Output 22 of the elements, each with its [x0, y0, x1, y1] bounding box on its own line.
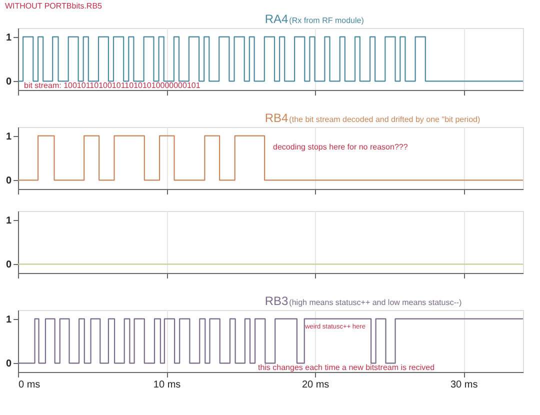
- chart-subtitle: (Rx from RF module): [289, 16, 364, 25]
- x-tick-label: 0 ms: [18, 380, 40, 390]
- y-tick-label: 0: [6, 358, 12, 370]
- x-tick-label: 10 ms: [153, 380, 181, 390]
- annotation: bit stream: 1001011010010110101010000000101: [24, 81, 201, 90]
- y-tick-label: 0: [6, 260, 12, 271]
- y-tick-label: 1: [6, 215, 12, 226]
- y-tick-label: 0: [6, 76, 12, 88]
- text: WITHOUT PORTBbits.RB5: [4, 2, 103, 10]
- x-tick-label: 20 ms: [302, 380, 330, 390]
- chart-subtitle: (the bit stream decoded and drifted by one "bit period): [289, 115, 480, 124]
- y-tick-label: 0: [6, 176, 12, 187]
- y-tick-label: 1: [6, 314, 12, 326]
- chart-title: RB4: [264, 111, 288, 125]
- chart-title: RA4: [264, 12, 288, 26]
- y-tick-label: 1: [6, 131, 12, 142]
- chart-title: RB3: [264, 294, 288, 308]
- chart-subtitle: (high means statusc++ and low means statusc--): [289, 298, 462, 307]
- annotation: decoding stops here for no reason???: [273, 142, 408, 152]
- annotation: this changes each time a new bitstream is recived: [258, 363, 435, 372]
- y-tick-label: 1: [6, 32, 12, 44]
- x-tick-label: 30 ms: [450, 380, 478, 390]
